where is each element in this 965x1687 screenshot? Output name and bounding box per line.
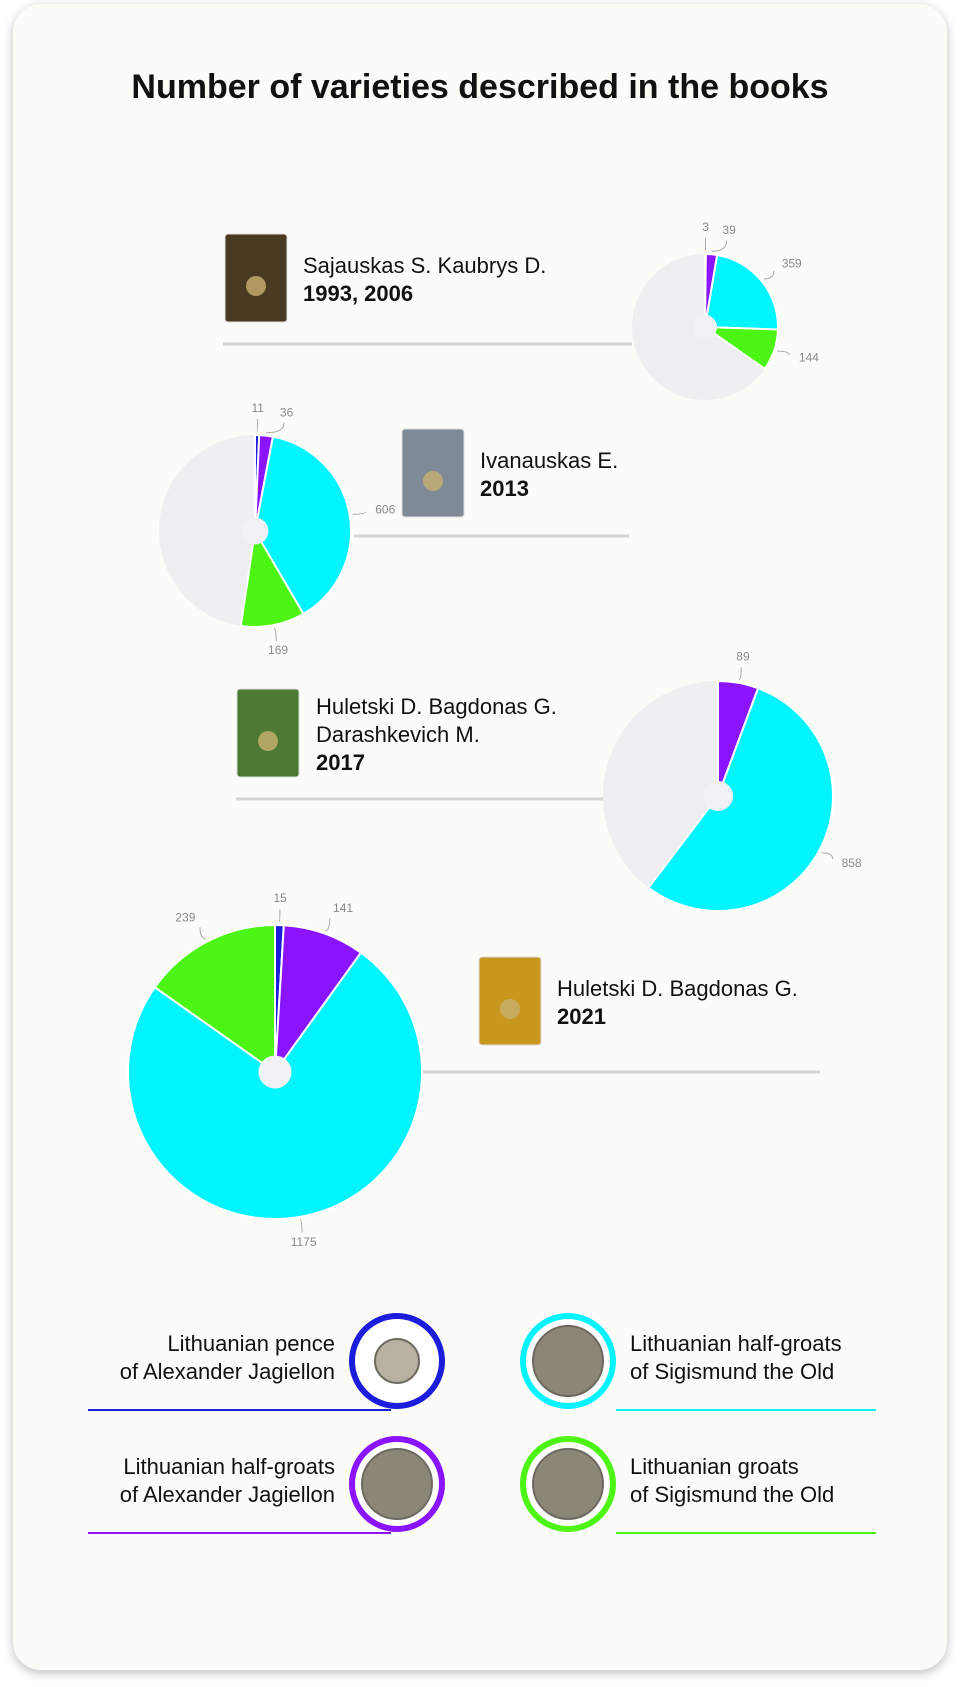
pie-hole <box>258 1055 292 1089</box>
value-label: 606 <box>375 503 395 517</box>
pie-hole <box>703 781 733 811</box>
pie-slice <box>253 435 352 616</box>
coin-image <box>258 731 278 751</box>
value-label: 39 <box>722 223 736 237</box>
legend-label: Lithuanian pence of Alexander Jagiellon <box>119 1331 335 1384</box>
label-leader <box>199 927 207 940</box>
coin-image <box>246 276 266 296</box>
value-label: 144 <box>799 351 819 365</box>
value-label: 1175 <box>291 1235 317 1249</box>
value-label: 858 <box>842 856 862 870</box>
coin-image <box>361 1448 433 1520</box>
pie-slice <box>647 686 834 912</box>
book-year: 1993, 2006 <box>303 281 414 306</box>
pie-hole <box>241 517 269 545</box>
page-title: Number of varieties described in the boo… <box>131 68 829 106</box>
label-leader <box>821 852 834 860</box>
chart-canvas: 3 39 359 144 11 36 606 169 89 858 15 141 1175 239 <box>88 220 876 1534</box>
coin-image <box>532 1448 604 1520</box>
value-label: 141 <box>333 901 353 915</box>
pie-hole <box>693 315 717 339</box>
book-author: Huletski D. Bagdonas G. <box>557 976 798 1001</box>
pie-slice <box>153 923 276 1074</box>
value-label: 3 <box>702 220 709 234</box>
book-author: Huletski D. Bagdonas G. Darashkevich M. <box>316 694 557 747</box>
infographic-card: 3 39 359 144 11 36 606 169 89 858 15 141 1175 239 Num… <box>13 4 947 1670</box>
book-year: 2021 <box>557 1004 606 1029</box>
coin-image <box>500 999 520 1019</box>
legend-label: Lithuanian half-groats of Sigismund the … <box>630 1331 842 1384</box>
book-author: Ivanauskas E. <box>480 448 619 473</box>
coin-image <box>532 1325 604 1397</box>
value-label: 15 <box>274 891 288 905</box>
value-label: 169 <box>268 643 288 657</box>
book-author: Sajauskas S. Kaubrys D. <box>303 253 547 278</box>
book-year: 2017 <box>316 750 365 775</box>
pie-slice <box>273 924 363 1076</box>
label-leader <box>738 667 742 681</box>
pie-slice <box>703 253 779 331</box>
pie-slice <box>239 528 305 628</box>
coin-image <box>374 1338 420 1384</box>
label-leader <box>777 350 790 356</box>
legend-label: Lithuanian groats of Sigismund the Old <box>630 1454 835 1507</box>
legend-label: Lithuanian half-groats of Alexander Jagi… <box>119 1454 335 1507</box>
value-label: 36 <box>280 405 294 419</box>
value-label: 89 <box>736 649 750 663</box>
label-leader <box>763 270 775 280</box>
coin-image <box>423 471 443 491</box>
label-leader <box>273 627 277 641</box>
label-leader <box>299 1219 303 1233</box>
label-leader <box>266 422 285 434</box>
book-year: 2013 <box>480 476 529 501</box>
label-leader <box>711 240 728 252</box>
label-leader <box>325 918 331 932</box>
pie-slice <box>701 325 779 371</box>
value-label: 11 <box>251 401 264 415</box>
label-leader <box>352 511 366 515</box>
value-label: 239 <box>175 911 195 925</box>
value-label: 359 <box>782 257 802 271</box>
